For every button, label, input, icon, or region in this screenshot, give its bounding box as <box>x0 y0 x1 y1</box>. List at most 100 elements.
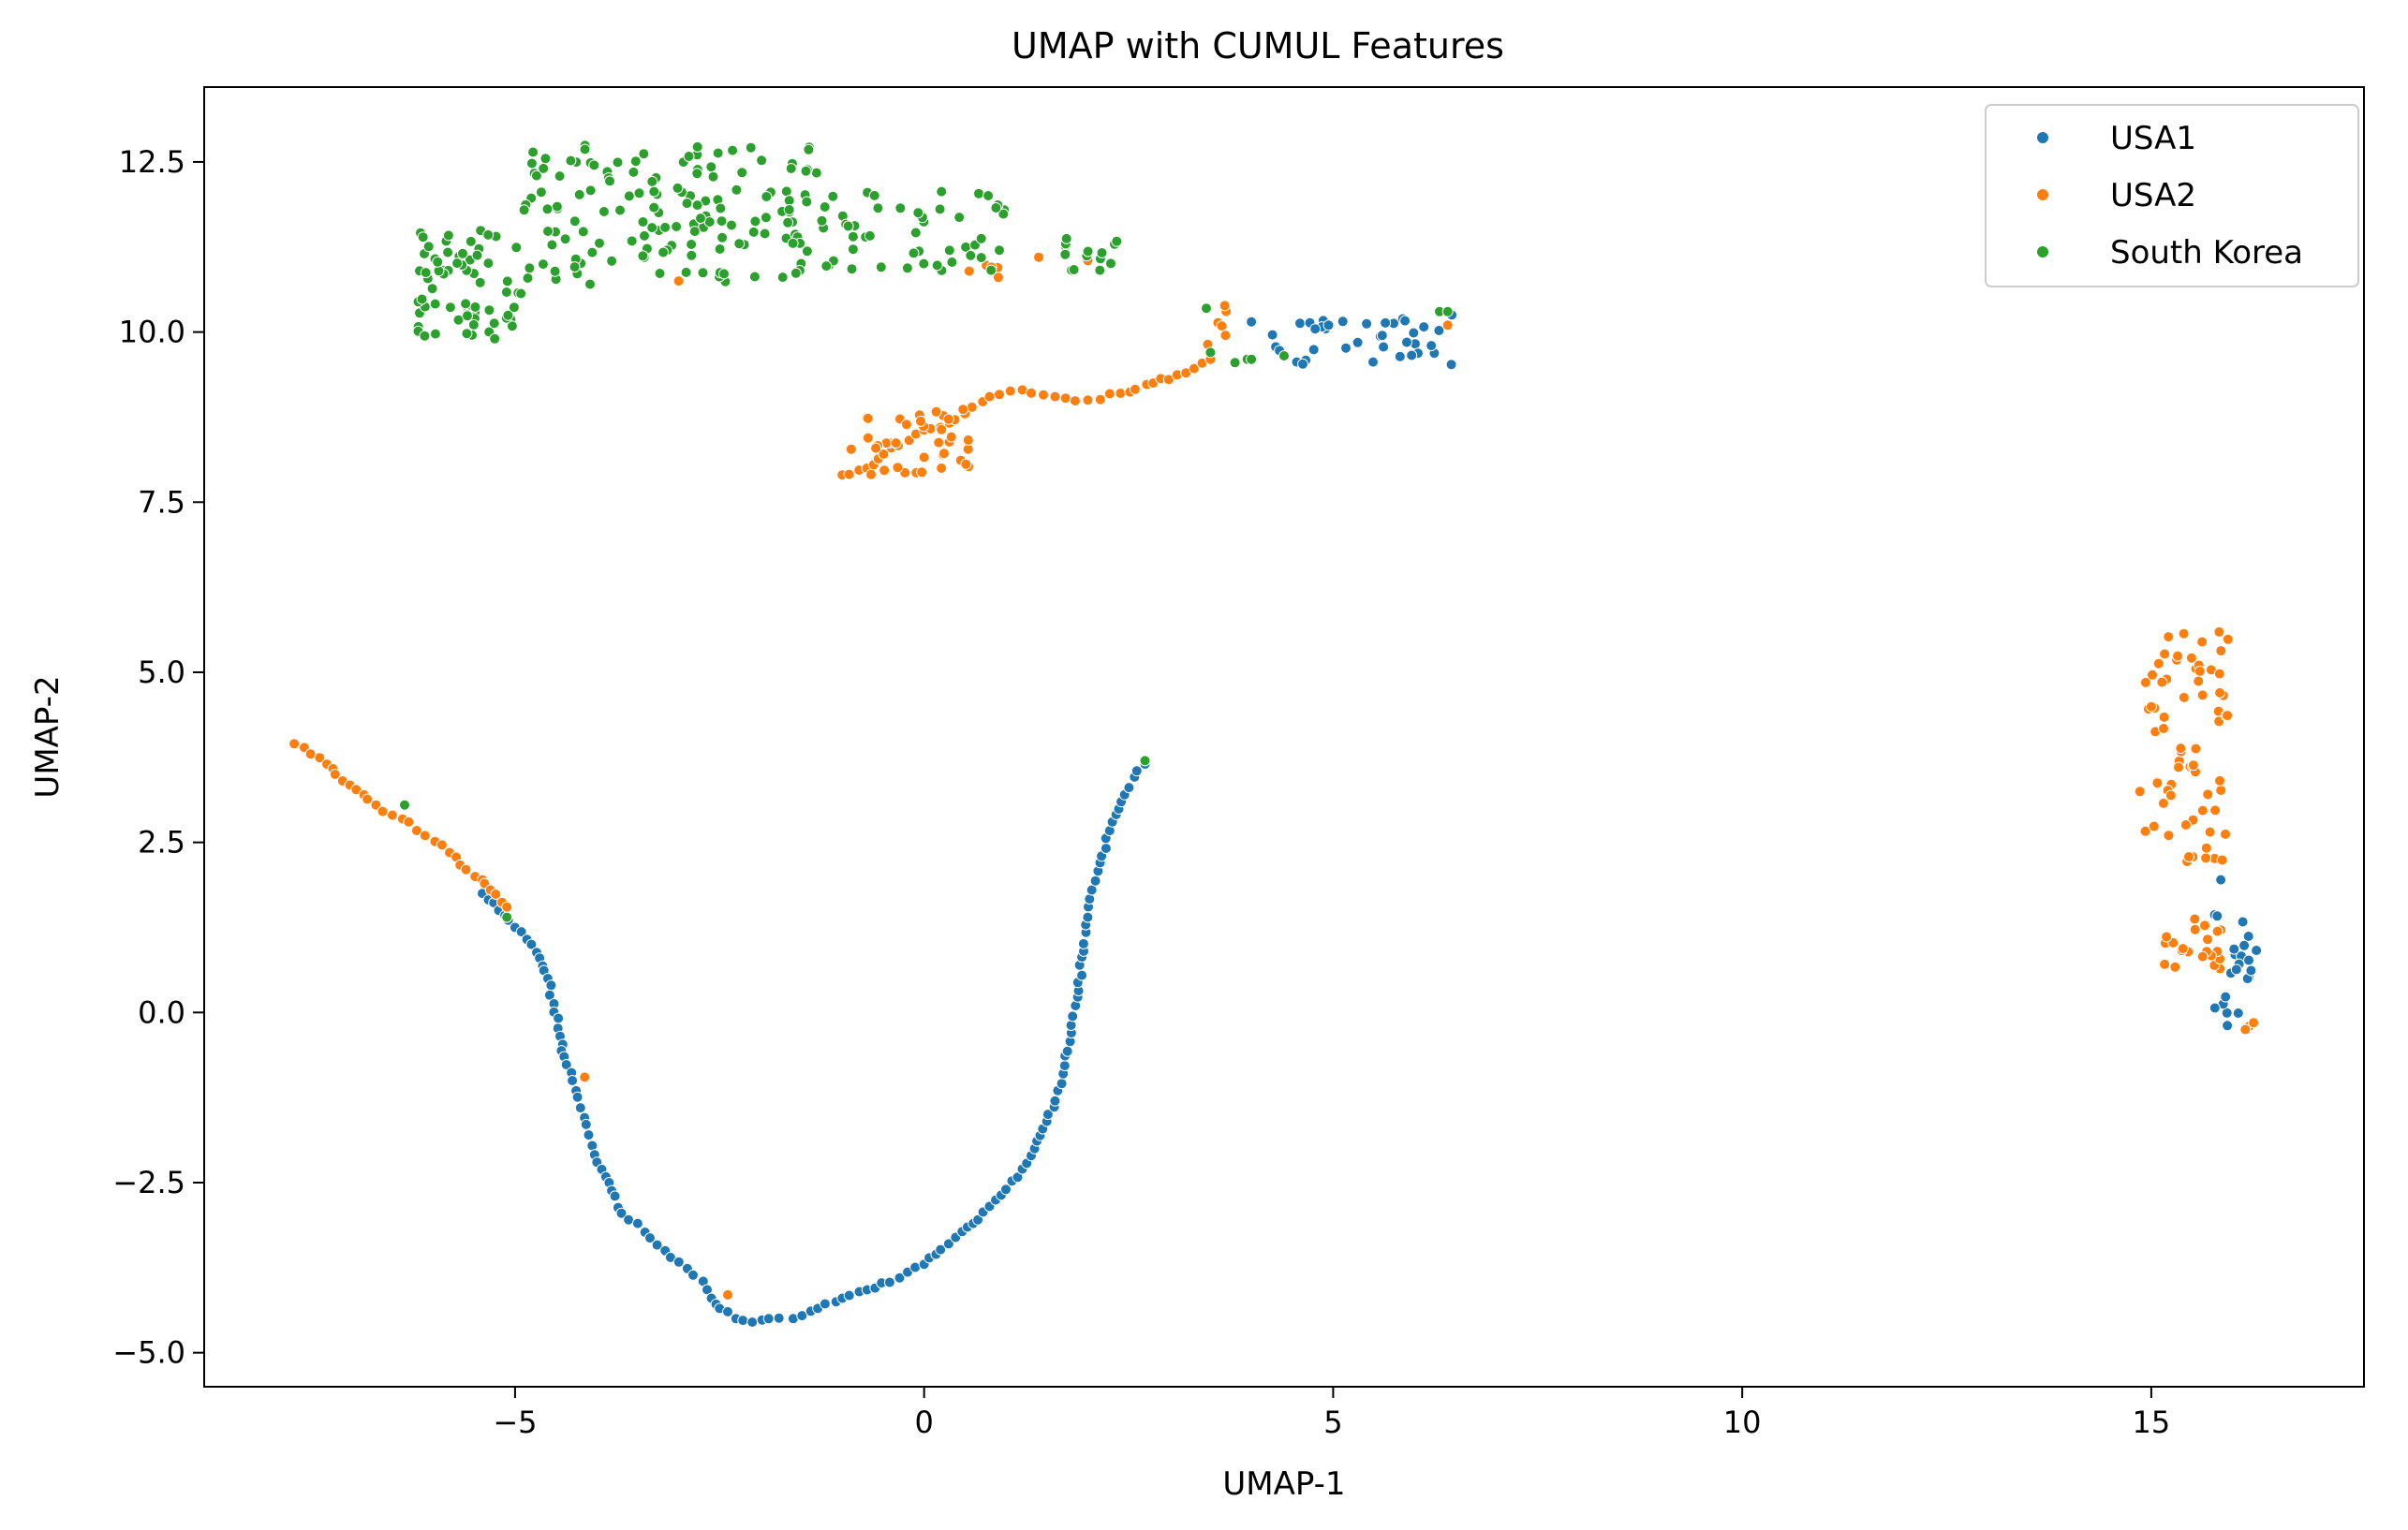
point-usa2 <box>2213 625 2225 638</box>
point-south-korea <box>598 206 610 217</box>
point-usa1 <box>1130 765 1143 777</box>
point-south-korea <box>716 231 729 243</box>
point-usa2 <box>1059 392 1071 405</box>
point-usa1 <box>1041 1109 1054 1121</box>
point-south-korea <box>442 246 454 258</box>
point-usa2 <box>892 462 904 474</box>
point-south-korea <box>457 247 468 259</box>
point-usa1 <box>1399 315 1411 327</box>
point-usa2 <box>2159 648 2171 660</box>
point-usa2 <box>419 830 431 842</box>
y-tick-label: −5.0 <box>112 1335 185 1371</box>
point-south-korea <box>672 182 684 194</box>
point-usa2 <box>862 432 874 444</box>
point-south-korea <box>908 247 920 259</box>
point-south-korea <box>569 261 581 273</box>
point-south-korea <box>539 153 552 165</box>
point-south-korea <box>868 189 880 201</box>
point-south-korea <box>1111 235 1123 247</box>
point-usa1 <box>1408 327 1420 339</box>
point-usa1 <box>1067 1010 1079 1022</box>
point-usa2 <box>460 863 472 875</box>
point-south-korea <box>894 202 907 214</box>
point-south-korea <box>982 190 995 201</box>
point-south-korea <box>790 267 802 279</box>
point-south-korea <box>546 239 558 251</box>
point-south-korea <box>875 261 887 273</box>
point-usa2 <box>2202 788 2214 801</box>
point-usa2 <box>2139 825 2151 837</box>
point-south-korea <box>1082 245 1094 257</box>
point-south-korea <box>579 143 591 155</box>
point-usa1 <box>580 1118 592 1130</box>
point-usa2 <box>2178 691 2190 703</box>
point-usa1 <box>762 1313 775 1325</box>
point-usa1 <box>1246 316 1258 328</box>
point-usa2 <box>1219 300 1231 312</box>
point-south-korea <box>482 228 495 241</box>
point-south-korea <box>1204 346 1217 359</box>
point-usa1 <box>1376 330 1388 342</box>
point-usa2 <box>2172 650 2183 662</box>
point-usa2 <box>963 265 975 277</box>
point-south-korea <box>537 258 549 271</box>
point-usa1 <box>1307 344 1320 356</box>
point-usa2 <box>1069 395 1081 407</box>
point-usa2 <box>2200 852 2212 864</box>
point-south-korea <box>759 228 771 240</box>
point-south-korea <box>901 262 913 274</box>
point-south-korea <box>637 216 649 228</box>
point-south-korea <box>467 318 480 331</box>
x-axis-label: UMAP-1 <box>1222 1465 1345 1503</box>
y-tick-label: −2.5 <box>112 1165 185 1200</box>
point-usa1 <box>2237 916 2249 928</box>
x-axis-ticks: −5 0 5 10 15 <box>493 1387 2170 1440</box>
point-usa1 <box>796 1310 808 1322</box>
point-usa1 <box>843 1289 855 1302</box>
point-usa2 <box>436 839 448 851</box>
point-south-korea <box>612 156 624 169</box>
point-south-korea <box>626 235 638 247</box>
point-usa2 <box>2158 723 2169 734</box>
point-south-korea <box>801 245 813 257</box>
point-usa1 <box>672 1256 685 1268</box>
point-south-korea <box>787 237 799 249</box>
point-south-korea <box>500 287 512 298</box>
point-usa2 <box>2222 710 2234 722</box>
point-usa1 <box>1077 937 1089 949</box>
point-south-korea <box>474 276 486 288</box>
point-south-korea <box>695 213 706 225</box>
point-usa2 <box>992 272 1004 284</box>
point-usa2 <box>942 413 954 425</box>
point-usa2 <box>865 468 877 480</box>
legend-label-south-korea: South Korea <box>2110 234 2303 272</box>
point-south-korea <box>733 238 746 250</box>
point-south-korea <box>749 215 761 228</box>
point-usa1 <box>1322 319 1335 331</box>
point-south-korea <box>584 184 597 197</box>
point-south-korea <box>654 268 666 279</box>
point-south-korea <box>569 215 581 228</box>
point-usa2 <box>870 442 882 454</box>
point-usa2 <box>2139 676 2151 688</box>
point-south-korea <box>604 175 615 187</box>
point-usa1 <box>1076 969 1088 981</box>
point-south-korea <box>827 190 839 202</box>
point-usa1 <box>1123 782 1135 794</box>
legend-label-usa2: USA2 <box>2110 177 2196 214</box>
point-south-korea <box>502 309 514 321</box>
point-usa2 <box>329 769 341 780</box>
point-usa2 <box>2196 950 2209 963</box>
point-south-korea <box>1201 302 1212 315</box>
point-south-korea <box>864 229 876 242</box>
point-usa2 <box>501 901 513 913</box>
point-usa2 <box>2183 851 2194 862</box>
point-south-korea <box>705 161 717 173</box>
point-south-korea <box>426 283 438 295</box>
point-usa1 <box>1297 358 1308 370</box>
point-usa2 <box>2202 934 2213 946</box>
x-tick-label: 0 <box>914 1405 933 1440</box>
point-south-korea <box>681 198 693 210</box>
point-usa1 <box>2209 1002 2221 1014</box>
chart-title: UMAP with CUMUL Features <box>1012 25 1504 66</box>
